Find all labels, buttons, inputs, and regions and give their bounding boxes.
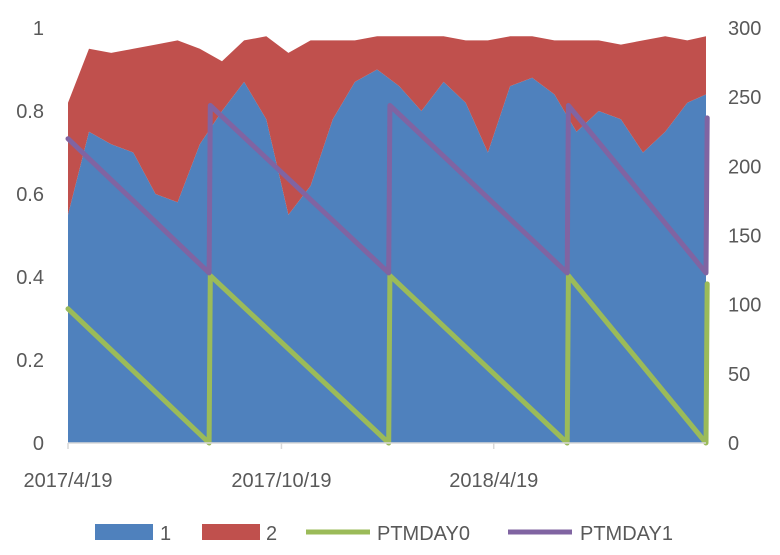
axis-layer: 2017/4/19 2017/10/19 2018/4/19 0 0.2 0.4 0.6 0.… xyxy=(16,18,761,492)
legend: 1 2 PTMDAY0 PTMDAY1 xyxy=(95,523,673,545)
y-right-tick-label: 300 xyxy=(728,18,761,40)
y-right-tick-label: 250 xyxy=(728,87,761,109)
legend-label-ptmday1: PTMDAY1 xyxy=(580,523,673,545)
series-line-ptmday0 xyxy=(65,273,710,446)
y-left-tick-label: 0.4 xyxy=(16,267,44,289)
series-area-2 xyxy=(68,36,706,215)
y-right-tick-label: 100 xyxy=(728,295,761,317)
y-left-tick-label: 0 xyxy=(33,433,44,455)
y-right-tick-label: 200 xyxy=(728,156,761,178)
y-right-tick-label: 0 xyxy=(728,433,739,455)
legend-label-2: 2 xyxy=(266,523,277,545)
y-right-tick-label: 150 xyxy=(728,226,761,248)
series-line-ptmday1 xyxy=(65,103,710,276)
legend-label-ptmday0: PTMDAY0 xyxy=(377,523,470,545)
x-tick-label: 2018/4/19 xyxy=(449,470,538,492)
x-tick-label: 2017/10/19 xyxy=(231,470,331,492)
y-left-tick-label: 0.2 xyxy=(16,350,44,372)
y-left-tick-label: 0.8 xyxy=(16,101,44,123)
y-left-tick-label: 0.6 xyxy=(16,184,44,206)
y-right-tick-label: 50 xyxy=(728,364,750,386)
legend-swatch-2 xyxy=(202,524,260,540)
y-left-tick-label: 1 xyxy=(33,18,44,40)
legend-label-1: 1 xyxy=(160,523,171,545)
x-tick-label: 2017/4/19 xyxy=(24,470,113,492)
legend-swatch-1 xyxy=(95,524,153,540)
line-layer xyxy=(65,103,710,446)
